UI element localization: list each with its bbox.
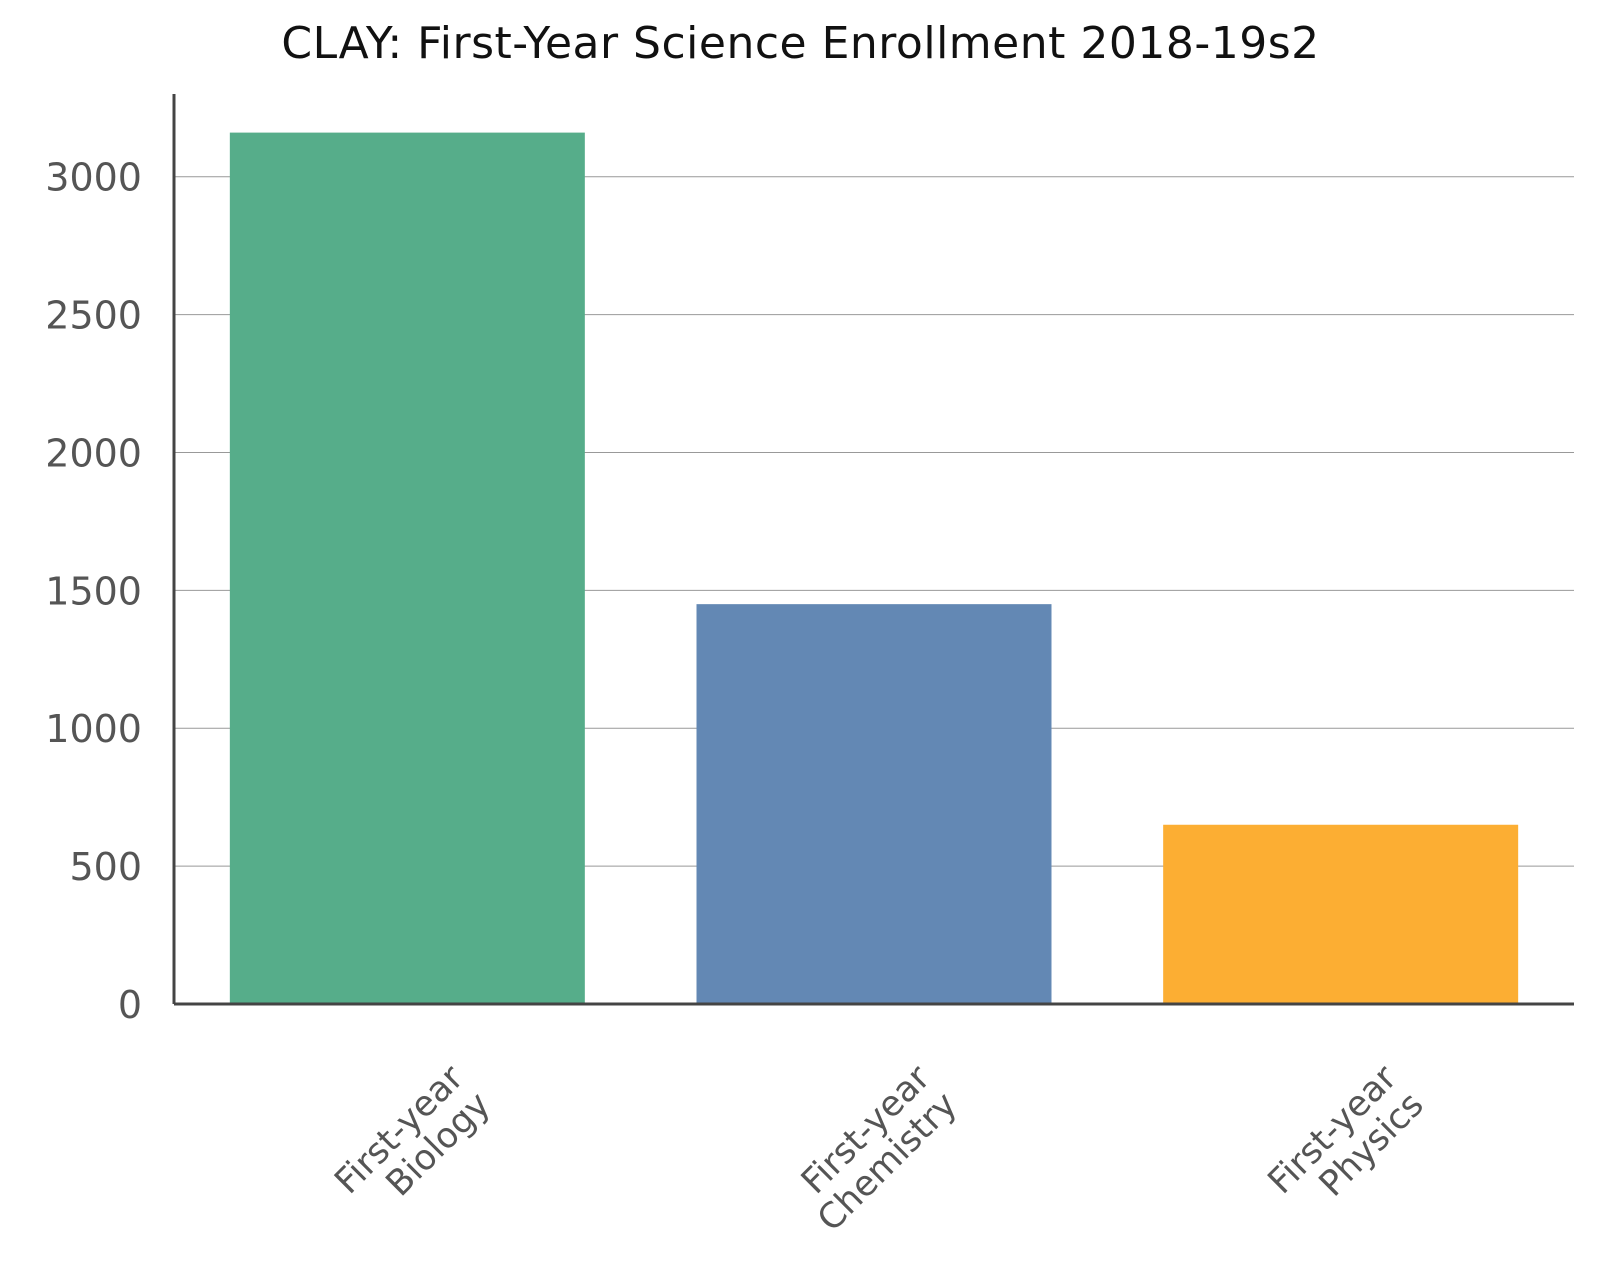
- y-tick-label: 2500: [45, 294, 142, 338]
- bar-0: [229, 132, 585, 1004]
- y-tick-label: 500: [69, 845, 142, 889]
- y-tick-label: 0: [118, 983, 142, 1027]
- y-tick-label: 1000: [45, 707, 142, 751]
- y-tick-label: 3000: [45, 156, 142, 200]
- chart-title: CLAY: First-Year Science Enrollment 2018…: [281, 18, 1320, 69]
- y-tick-labels: 0 500 1000 1500 2000 2500 3000: [45, 156, 142, 1027]
- y-tick-label: 2000: [45, 431, 142, 475]
- bar-2: [1163, 824, 1519, 1004]
- bar-1: [696, 604, 1052, 1004]
- axes: [172, 94, 1574, 1006]
- bars: [229, 132, 1519, 1004]
- y-tick-label: 1500: [45, 569, 142, 613]
